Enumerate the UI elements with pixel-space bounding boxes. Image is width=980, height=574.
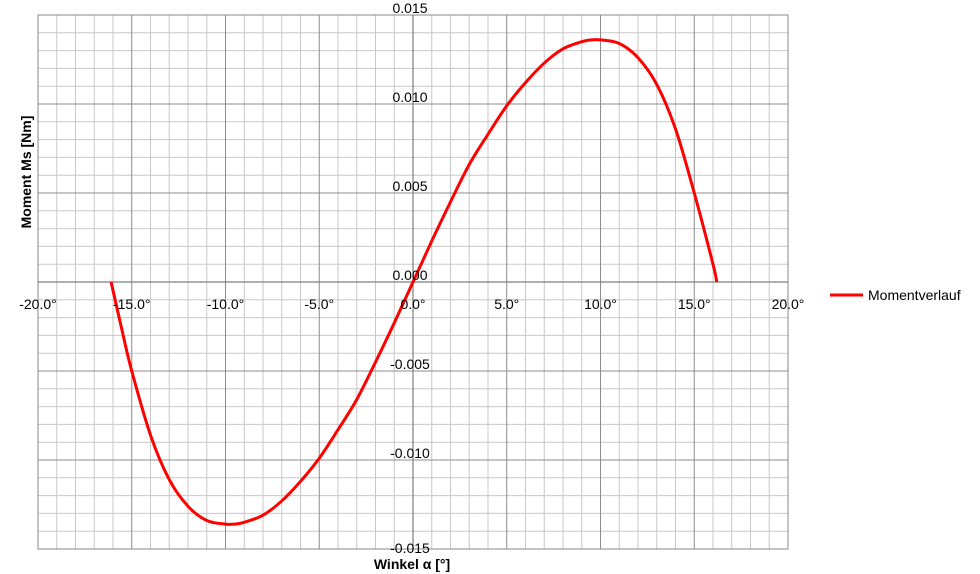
x-tick-labels: -20.0° -15.0° -10.0° -5.0° 0.0° 5.0° 10.0° 15.0… — [19, 296, 804, 312]
x-tick-label: 15.0° — [678, 296, 711, 312]
legend: Momentverlauf — [830, 287, 961, 303]
series-line-momentverlauf — [109, 38, 719, 526]
x-tick-label: -15.0° — [113, 296, 151, 312]
x-tick-label: -20.0° — [19, 296, 57, 312]
series-layer — [109, 38, 719, 526]
x-tick-label: -10.0° — [207, 296, 245, 312]
y-tick-label: -0.010 — [390, 445, 430, 461]
legend-label-momentverlauf: Momentverlauf — [868, 287, 961, 303]
y-tick-label: -0.015 — [390, 540, 430, 556]
y-tick-label: 0.015 — [392, 0, 427, 16]
x-tick-label: 5.0° — [494, 296, 519, 312]
y-axis-title: Moment Ms [Nm] — [18, 116, 34, 229]
y-tick-label: -0.005 — [390, 356, 430, 372]
y-tick-label: 0.000 — [392, 267, 427, 283]
x-tick-label: 0.0° — [400, 296, 425, 312]
x-tick-label: 20.0° — [772, 296, 805, 312]
y-tick-label: 0.010 — [392, 89, 427, 105]
x-tick-label: -5.0° — [304, 296, 334, 312]
x-axis-title: Winkel α [°] — [374, 556, 450, 572]
y-tick-label: 0.005 — [392, 178, 427, 194]
x-tick-label: 10.0° — [584, 296, 617, 312]
y-tick-labels: -0.015 -0.010 -0.005 0.000 0.005 0.010 0.015 — [390, 0, 430, 556]
